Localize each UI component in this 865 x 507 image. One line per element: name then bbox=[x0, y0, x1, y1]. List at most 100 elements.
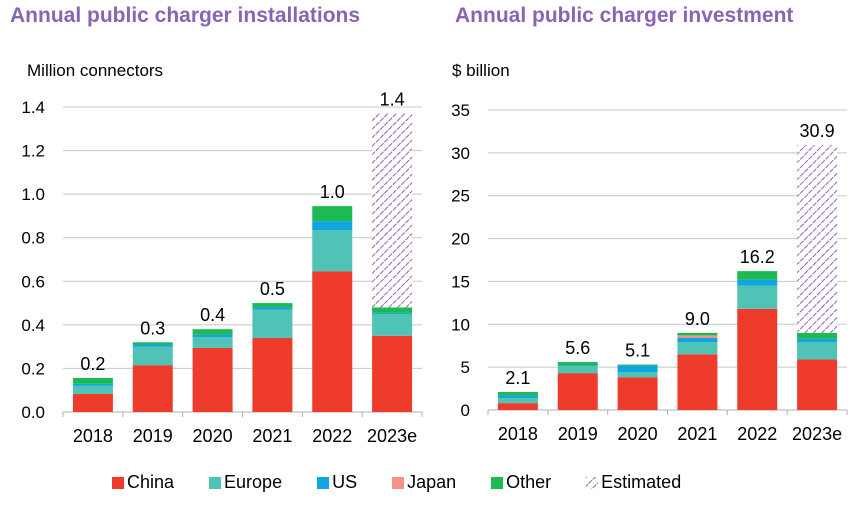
legend-item-china: China bbox=[112, 472, 174, 493]
legend-label: US bbox=[332, 472, 358, 492]
legend-label: Estimated bbox=[601, 472, 682, 492]
bar-segment-china-2023e bbox=[372, 335, 413, 412]
bar-segment-us-2019 bbox=[557, 365, 598, 367]
y-tick-label: 15 bbox=[451, 272, 470, 291]
legend-swatch-other bbox=[491, 476, 504, 489]
legend-label: China bbox=[127, 472, 175, 492]
total-data-label: 30.9 bbox=[800, 121, 835, 141]
total-data-label: 1.0 bbox=[320, 182, 345, 202]
bar-segment-china-2021 bbox=[677, 354, 718, 410]
legend-item-estimated: Estimated bbox=[586, 472, 681, 493]
y-tick-label: 0.2 bbox=[21, 359, 45, 378]
bar-segment-europe-2022 bbox=[312, 230, 353, 272]
x-tick-label: 2019 bbox=[558, 424, 598, 444]
total-data-label: 9.0 bbox=[685, 309, 710, 329]
bar-segment-europe-2023e bbox=[797, 342, 838, 360]
total-data-label: 5.6 bbox=[565, 338, 590, 358]
y-tick-label: 0.6 bbox=[21, 272, 45, 291]
chart-title-installations: Annual public charger installations bbox=[10, 4, 361, 27]
bar-segment-us-2022 bbox=[737, 279, 778, 286]
y-tick-label: 30 bbox=[451, 144, 470, 163]
x-tick-label: 2020 bbox=[193, 426, 233, 446]
bar-segment-other-2018 bbox=[497, 392, 538, 396]
bar-segment-us-2020 bbox=[617, 365, 658, 373]
legend-swatch-us bbox=[317, 476, 330, 489]
legend-swatch-japan bbox=[392, 476, 405, 489]
y-tick-label: 0.4 bbox=[21, 316, 45, 335]
x-tick-label: 2023e bbox=[792, 424, 842, 444]
y-tick-label: 5 bbox=[461, 358, 470, 377]
y-tick-label: 0.8 bbox=[21, 229, 45, 248]
legend-item-japan: Japan bbox=[392, 472, 456, 493]
y-tick-label: 20 bbox=[451, 230, 470, 249]
bar-segment-other-2022 bbox=[312, 206, 353, 222]
bar-segment-europe-2018 bbox=[497, 398, 538, 404]
x-tick-label: 2018 bbox=[73, 426, 113, 446]
y-tick-label: 1.2 bbox=[21, 142, 45, 161]
y-tick-label: 0 bbox=[461, 401, 470, 420]
bar-segment-china-2019 bbox=[557, 373, 598, 410]
bar-segment-china-2018 bbox=[497, 403, 538, 410]
bar-segment-europe-2023e bbox=[372, 313, 413, 336]
y-tick-label: 1.0 bbox=[21, 185, 45, 204]
legend-item-us: US bbox=[317, 472, 357, 493]
legend-label: Europe bbox=[224, 472, 283, 492]
bar-segment-europe-2021 bbox=[252, 309, 293, 338]
bar-segment-japan-2021 bbox=[677, 335, 718, 338]
legend-label: Other bbox=[506, 472, 552, 492]
bar-segment-other-2021 bbox=[677, 332, 718, 336]
bar-segment-other-2021 bbox=[252, 303, 293, 308]
bar-segment-china-2022 bbox=[312, 271, 353, 412]
bar-segment-china-2018 bbox=[72, 393, 113, 412]
x-tick-label: 2023e bbox=[367, 426, 417, 446]
bar-segment-us-2018 bbox=[72, 383, 113, 386]
bar-segment-estimated-2023e bbox=[797, 145, 838, 333]
total-data-label: 16.2 bbox=[740, 247, 775, 267]
bar-segment-other-2020 bbox=[192, 329, 233, 335]
y-tick-label: 0.0 bbox=[21, 403, 45, 422]
bar-segment-other-2023e bbox=[797, 332, 838, 339]
y-tick-label: 1.4 bbox=[21, 98, 45, 117]
y-tick-label: 25 bbox=[451, 187, 470, 206]
bar-segment-europe-2020 bbox=[617, 372, 658, 378]
x-tick-label: 2018 bbox=[498, 424, 538, 444]
legend-item-other: Other bbox=[491, 472, 551, 493]
bar-segment-us-2018 bbox=[497, 395, 538, 398]
bar-segment-other-2022 bbox=[737, 271, 778, 280]
y-tick-label: 35 bbox=[451, 101, 470, 120]
bar-segment-us-2023e bbox=[372, 312, 413, 314]
total-data-label: 0.5 bbox=[260, 279, 285, 299]
legend-swatch-estimated bbox=[586, 476, 599, 489]
bar-segment-europe-2018 bbox=[72, 385, 113, 394]
investment-chart: 0 5 10 15 20 25 30 35 2.1 2018 5.6 2019 5.1 2020 9.0 20… bbox=[451, 101, 848, 444]
x-tick-label: 2020 bbox=[618, 424, 658, 444]
x-tick-label: 2019 bbox=[133, 426, 173, 446]
bar-segment-us-2022 bbox=[312, 221, 353, 231]
bar-segment-europe-2019 bbox=[557, 366, 598, 374]
bar-segment-us-2023e bbox=[797, 338, 838, 343]
bar-segment-estimated-2023e bbox=[372, 113, 413, 308]
bar-segment-europe-2019 bbox=[132, 346, 173, 366]
bar-segment-us-2019 bbox=[132, 344, 173, 347]
x-tick-label: 2022 bbox=[312, 426, 352, 446]
installations-chart: 0.0 0.2 0.4 0.6 0.8 1.0 1.2 1.4 0.2 2018 0.3 2019 0.… bbox=[21, 90, 423, 446]
legend-swatch-china bbox=[112, 476, 124, 489]
y-tick-label: 10 bbox=[451, 315, 470, 334]
legend-swatch-europe bbox=[209, 476, 222, 489]
x-tick-label: 2021 bbox=[677, 424, 717, 444]
bar-segment-us-2020 bbox=[192, 334, 233, 338]
bar-segment-other-2020 bbox=[617, 364, 658, 366]
x-tick-label: 2022 bbox=[737, 424, 777, 444]
bar-segment-china-2019 bbox=[132, 365, 173, 412]
total-data-label: 2.1 bbox=[505, 368, 530, 388]
bar-segment-us-2021 bbox=[252, 307, 293, 310]
bar-segment-other-2019 bbox=[557, 362, 598, 366]
legend-item-europe: Europe bbox=[209, 472, 282, 493]
bar-segment-other-2019 bbox=[132, 342, 173, 345]
total-data-label: 1.4 bbox=[380, 90, 405, 110]
total-data-label: 0.3 bbox=[140, 318, 165, 338]
bar-segment-other-2018 bbox=[72, 378, 113, 384]
total-data-label: 0.2 bbox=[80, 354, 105, 374]
chart-title-investment: Annual public charger investment bbox=[455, 4, 794, 27]
